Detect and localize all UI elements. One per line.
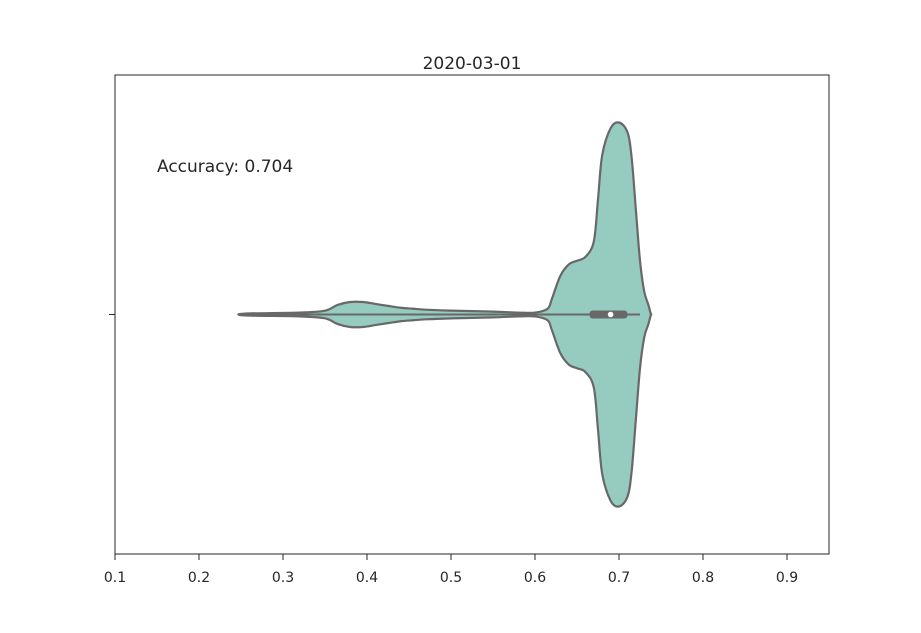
plot-area (237, 121, 653, 508)
x-axis: 0.1 0.2 0.3 0.4 0.5 0.6 0.7 0.8 0.9 (104, 554, 798, 586)
violin-median-dot (607, 311, 614, 318)
x-tick-label: 0.6 (524, 570, 546, 586)
x-tick-label: 0.1 (104, 570, 126, 586)
x-tick-label: 0.4 (356, 570, 378, 586)
accuracy-annotation: Accuracy: 0.704 (157, 157, 293, 177)
x-tick-label: 0.3 (272, 570, 294, 586)
x-tick-label: 0.2 (188, 570, 210, 586)
x-tick-label: 0.8 (692, 570, 714, 586)
chart-title: 2020-03-01 (423, 54, 522, 74)
x-tick-label: 0.5 (440, 570, 462, 586)
x-tick-label: 0.7 (608, 570, 630, 586)
x-tick-label: 0.9 (776, 570, 798, 586)
